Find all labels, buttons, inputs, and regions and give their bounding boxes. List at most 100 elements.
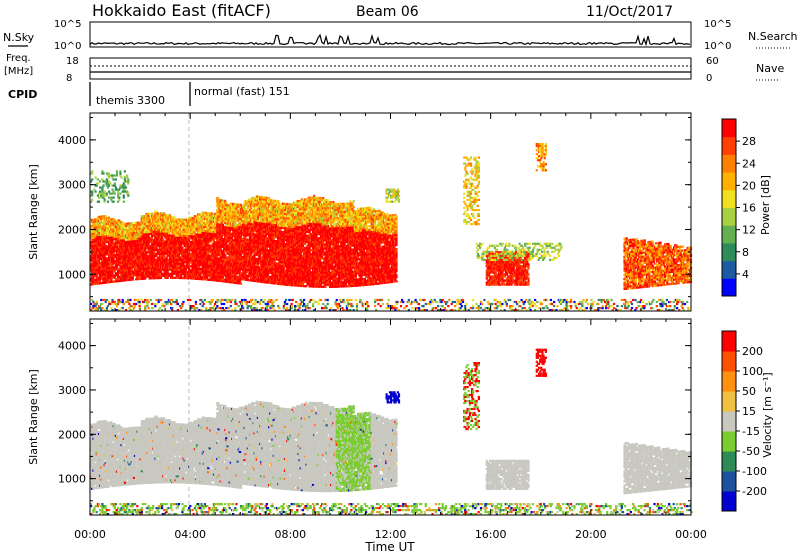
range-cell [209,241,211,243]
range-cell [173,218,175,220]
range-cell [110,279,112,281]
range-cell [223,252,225,254]
range-cell [167,277,169,279]
nsky-trace [90,35,690,45]
range-cell [170,245,172,247]
range-cell [146,225,148,227]
range-cell [124,231,126,233]
range-cell [277,218,279,220]
range-cell [185,237,187,239]
range-cell [249,241,251,243]
range-cell [266,247,268,249]
range-cell [265,235,267,237]
range-cell [229,231,231,233]
range-cell [157,271,159,273]
range-cell [231,273,233,275]
range-cell [178,255,180,257]
range-cell [118,230,120,232]
range-cell [188,251,190,253]
range-cell [132,260,134,262]
range-cell [230,265,232,267]
range-cell [225,220,227,222]
date-label: 11/Oct/2017 [586,4,673,20]
range-cell [105,278,107,280]
range-cell [200,220,202,222]
range-cell [102,246,104,248]
range-cell [116,244,118,246]
range-cell [216,239,218,241]
range-cell [182,263,184,265]
range-cell [229,269,231,271]
range-cell [194,231,196,233]
range-cell [176,275,178,277]
range-cell [139,244,141,246]
range-cell [256,202,258,204]
range-cell [199,274,201,276]
range-cell [211,212,213,214]
range-cell [118,268,120,270]
range-cell [198,266,200,268]
range-cell [259,246,261,248]
range-cell [111,265,113,267]
range-cell [269,248,271,250]
range-cell [224,264,226,266]
range-cell [223,244,225,246]
range-cell [226,230,228,232]
range-cell [234,211,236,213]
range-cell [157,241,159,243]
range-cell [117,278,119,280]
range-cell [224,210,226,212]
range-cell [264,237,266,239]
range-cell [276,281,278,283]
range-cell [107,221,109,223]
range-cell [169,214,171,216]
range-cell [219,268,221,270]
range-cell [101,236,103,238]
range-cell [202,218,204,220]
range-cell [252,245,254,247]
cpid-segment-2: normal (fast) 151 [194,85,290,98]
range-cell [264,217,266,219]
range-cell [253,207,255,209]
range-cell [123,239,125,241]
range-cell [148,215,150,217]
range-cell [163,230,165,232]
range-cell [179,222,181,224]
nsky-label: N.Sky [3,31,35,44]
range-cell [258,204,260,206]
range-cell [171,234,173,236]
range-cell [247,239,249,241]
range-cell [239,266,241,268]
range-cell [232,257,234,259]
range-cell [119,237,121,239]
range-cell [113,218,115,220]
range-cell [195,237,197,239]
range-cell [126,255,128,257]
range-cell [168,273,170,275]
range-cell [139,226,141,228]
range-cell [151,257,153,259]
range-cell [190,219,192,221]
range-cell [99,266,101,268]
range-cell [255,264,257,266]
range-cell [255,276,257,278]
range-cell [154,269,156,271]
range-cell [176,251,178,253]
range-cell [123,245,125,247]
range-cell [212,233,214,235]
range-cell [231,207,233,209]
range-cell [98,260,100,262]
range-cell [142,266,144,268]
range-cell [220,211,222,213]
range-cell [277,224,279,226]
range-cell [163,212,165,214]
range-cell [188,263,190,265]
range-cell [247,257,249,259]
range-cell [249,243,251,245]
range-cell [97,252,99,254]
range-cell [161,257,163,259]
range-cell [95,255,97,257]
range-cell [267,274,269,276]
range-cell [97,254,99,256]
range-cell [95,257,97,259]
